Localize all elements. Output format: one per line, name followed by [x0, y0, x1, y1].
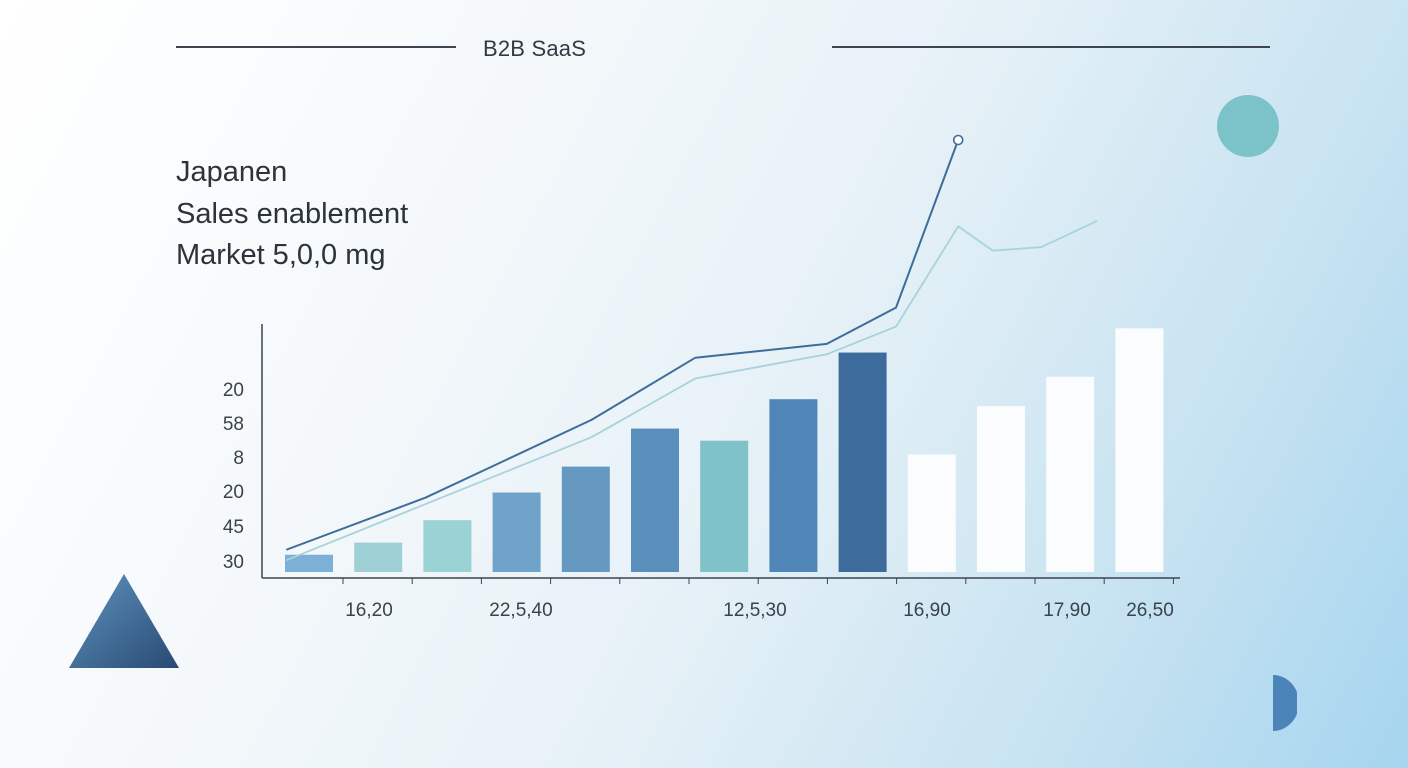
- y-tick-label: 20: [223, 482, 244, 503]
- bars-group: [285, 328, 1164, 572]
- y-tick-label: 58: [223, 414, 244, 435]
- x-tick-labels: 16,20 22,5,40 12,5,30 16,90 17,90 26,50: [345, 600, 1174, 621]
- teal-circle-shape: [1217, 95, 1279, 157]
- bar-3: [423, 520, 472, 572]
- lines-group: [286, 134, 1098, 561]
- chart-title: B2B SaaS: [483, 36, 587, 61]
- bar-1: [285, 554, 333, 572]
- x-axis-gridlines: [342, 578, 1174, 584]
- x-tick-label: 17,90: [1043, 600, 1091, 621]
- y-tick-label: 8: [233, 448, 244, 469]
- y-tick-label: 45: [223, 517, 244, 538]
- bar-4: [492, 492, 541, 572]
- headline-line-3: Market 5,0,0 mg: [176, 239, 386, 271]
- x-tick-label: 12,5,30: [723, 600, 786, 621]
- bar-11: [977, 406, 1025, 572]
- bar-7: [700, 440, 749, 572]
- bar-10: [907, 454, 956, 572]
- x-tick-label: 22,5,40: [489, 600, 552, 621]
- series-line-1: [286, 139, 960, 551]
- x-tick-label: 16,90: [903, 600, 951, 621]
- header-rule-left: [176, 46, 456, 48]
- series-line-2: [286, 220, 1098, 561]
- teal-circle-decoration: [1217, 95, 1279, 157]
- y-tick-label: 30: [223, 552, 244, 573]
- bar-5: [561, 466, 610, 572]
- headline-line-2: Sales enablement: [176, 198, 409, 230]
- header-rule-right: [832, 46, 1270, 48]
- headline-line-1: Japanen: [176, 156, 288, 188]
- half-circle-shape: [1273, 675, 1297, 731]
- y-tick-label: 20: [223, 380, 244, 401]
- bar-8: [769, 399, 818, 572]
- bar-12: [1046, 376, 1095, 572]
- x-tick-label: 26,50: [1126, 600, 1174, 621]
- bar-9: [838, 352, 887, 572]
- triangle-shape: [69, 574, 179, 668]
- half-circle-decoration: [1273, 675, 1297, 731]
- bar-13: [1115, 328, 1164, 572]
- bar-2: [354, 542, 403, 572]
- y-tick-labels: 20 58 8 20 45 30: [223, 380, 244, 573]
- series-end-marker: [952, 134, 964, 146]
- bar-6: [631, 428, 679, 572]
- triangle-decoration: [69, 574, 179, 668]
- x-tick-label: 16,20: [345, 600, 393, 621]
